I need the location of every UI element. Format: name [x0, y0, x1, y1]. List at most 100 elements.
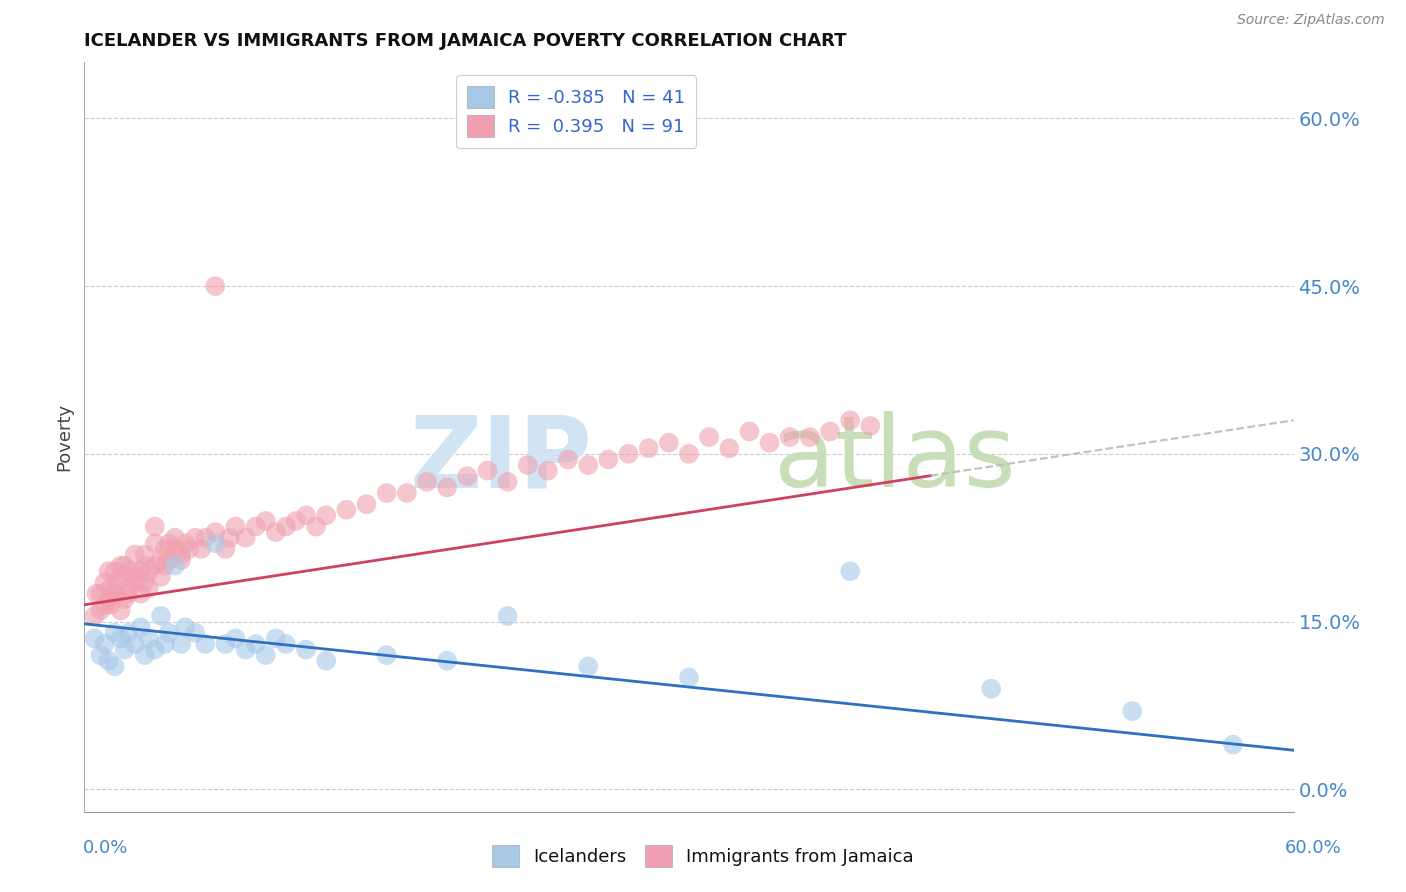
Text: 0.0%: 0.0%	[83, 839, 128, 857]
Point	[170, 548, 193, 562]
Point	[295, 508, 318, 523]
Point	[190, 541, 212, 556]
Point	[143, 519, 166, 533]
Point	[129, 620, 152, 634]
Point	[170, 553, 193, 567]
Point	[274, 637, 297, 651]
Point	[97, 564, 120, 578]
Legend: Icelanders, Immigrants from Jamaica: Icelanders, Immigrants from Jamaica	[485, 838, 921, 874]
Point	[100, 581, 122, 595]
Point	[134, 548, 156, 562]
Point	[89, 587, 111, 601]
Point	[129, 587, 152, 601]
Point	[124, 548, 146, 562]
Point	[184, 531, 207, 545]
Point	[697, 430, 720, 444]
Point	[114, 558, 136, 573]
Point	[104, 659, 127, 673]
Point	[124, 637, 146, 651]
Point	[138, 564, 160, 578]
Point	[254, 514, 277, 528]
Point	[315, 508, 337, 523]
Point	[104, 564, 127, 578]
Point	[225, 519, 247, 533]
Point	[496, 475, 519, 489]
Point	[153, 541, 176, 556]
Legend: R = -0.385   N = 41, R =  0.395   N = 91: R = -0.385 N = 41, R = 0.395 N = 91	[456, 75, 696, 148]
Point	[149, 553, 172, 567]
Point	[799, 430, 821, 444]
Point	[214, 541, 236, 556]
Point	[557, 452, 579, 467]
Point	[138, 632, 160, 646]
Point	[174, 536, 197, 550]
Point	[214, 637, 236, 651]
Point	[143, 536, 166, 550]
Point	[134, 558, 156, 573]
Point	[436, 654, 458, 668]
Point	[97, 592, 120, 607]
Text: ICELANDER VS IMMIGRANTS FROM JAMAICA POVERTY CORRELATION CHART: ICELANDER VS IMMIGRANTS FROM JAMAICA POV…	[84, 32, 846, 50]
Text: ZIP: ZIP	[409, 411, 592, 508]
Point	[194, 531, 217, 545]
Point	[204, 279, 226, 293]
Point	[477, 464, 499, 478]
Point	[86, 587, 108, 601]
Point	[356, 497, 378, 511]
Point	[104, 625, 127, 640]
Point	[1222, 738, 1244, 752]
Point	[678, 447, 700, 461]
Point	[129, 564, 152, 578]
Point	[165, 531, 187, 545]
Text: atlas: atlas	[773, 411, 1015, 508]
Point	[149, 570, 172, 584]
Text: 60.0%: 60.0%	[1285, 839, 1341, 857]
Point	[124, 575, 146, 590]
Point	[496, 609, 519, 624]
Point	[100, 598, 122, 612]
Point	[264, 525, 287, 540]
Point	[93, 575, 115, 590]
Point	[738, 425, 761, 439]
Point	[537, 464, 560, 478]
Point	[83, 609, 105, 624]
Point	[157, 553, 180, 567]
Point	[375, 648, 398, 662]
Point	[375, 486, 398, 500]
Point	[134, 575, 156, 590]
Point	[170, 637, 193, 651]
Point	[194, 637, 217, 651]
Point	[157, 625, 180, 640]
Point	[235, 531, 257, 545]
Point	[165, 558, 187, 573]
Point	[89, 648, 111, 662]
Point	[83, 632, 105, 646]
Point	[436, 480, 458, 494]
Point	[235, 642, 257, 657]
Point	[598, 452, 620, 467]
Point	[105, 575, 128, 590]
Point	[1121, 704, 1143, 718]
Point	[93, 598, 115, 612]
Point	[218, 531, 240, 545]
Point	[576, 659, 599, 673]
Point	[110, 603, 132, 617]
Point	[118, 587, 141, 601]
Y-axis label: Poverty: Poverty	[55, 403, 73, 471]
Point	[658, 435, 681, 450]
Point	[110, 632, 132, 646]
Point	[576, 458, 599, 472]
Point	[105, 587, 128, 601]
Point	[149, 609, 172, 624]
Point	[839, 564, 862, 578]
Point	[859, 418, 882, 433]
Point	[416, 475, 439, 489]
Point	[980, 681, 1002, 696]
Point	[93, 637, 115, 651]
Point	[138, 581, 160, 595]
Point	[335, 502, 357, 516]
Point	[153, 637, 176, 651]
Point	[179, 541, 201, 556]
Point	[516, 458, 538, 472]
Point	[174, 620, 197, 634]
